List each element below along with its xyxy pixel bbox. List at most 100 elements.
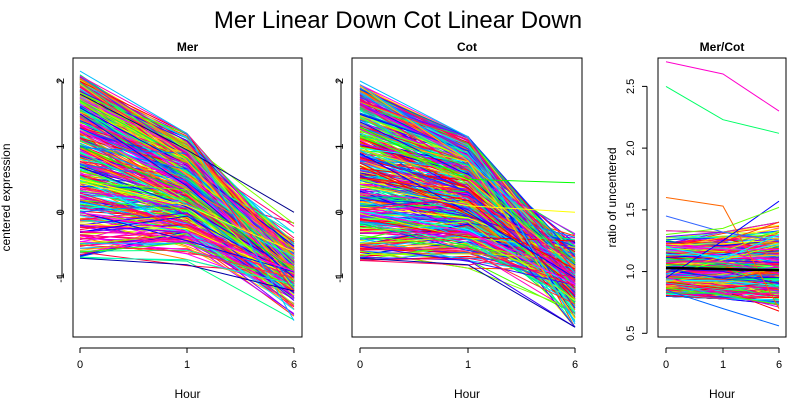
x-tick-label: 6 — [776, 359, 782, 371]
plot-frame — [657, 57, 787, 338]
series-line — [79, 100, 295, 279]
y-tick-label: 2 — [55, 78, 67, 84]
main-title: Mer Linear Down Cot Linear Down — [214, 7, 582, 34]
series-line — [359, 127, 576, 247]
x-axis-label: Hour — [709, 387, 735, 400]
x-tick-label: 0 — [357, 359, 363, 371]
series-line — [359, 247, 576, 286]
series-line — [79, 211, 295, 273]
series-line — [665, 61, 780, 112]
series-line — [665, 197, 780, 309]
mean-line — [665, 266, 780, 272]
series-line — [665, 85, 780, 134]
x-axis-label: Hour — [174, 387, 200, 400]
x-axis-label: Hour — [454, 387, 480, 400]
series-line — [359, 257, 576, 278]
y-tick-label: -1 — [55, 273, 67, 283]
x-tick-label: 6 — [291, 359, 297, 371]
series-line — [359, 177, 576, 289]
series-line — [79, 166, 295, 272]
series-line — [665, 269, 780, 283]
series-line — [665, 287, 780, 306]
series-line — [79, 95, 295, 262]
series-line — [79, 113, 295, 279]
series-line — [359, 195, 576, 263]
series-line — [665, 268, 780, 285]
series-line — [665, 234, 780, 260]
y-tick-label: 0.5 — [625, 326, 637, 341]
series-line — [359, 85, 576, 319]
series-line — [359, 244, 576, 305]
series-line — [665, 283, 780, 297]
series-line — [665, 272, 780, 288]
series-line — [359, 197, 576, 306]
series-line — [665, 244, 780, 269]
y-tick-label: 1 — [55, 144, 67, 150]
series-line — [359, 221, 576, 302]
series-line — [359, 143, 576, 286]
series-line — [665, 243, 780, 257]
series-line — [79, 146, 295, 272]
series-line — [359, 235, 576, 303]
series-group — [359, 80, 576, 328]
series-line — [359, 136, 576, 263]
panel-title: Mer — [177, 40, 199, 54]
y-axis-label: centered expression — [0, 143, 13, 251]
series-line — [79, 235, 295, 294]
series-line — [359, 158, 576, 283]
series-line — [359, 84, 576, 261]
x-tick-label: 1 — [465, 359, 471, 371]
series-line — [359, 152, 576, 279]
series-line — [665, 269, 780, 279]
x-tick-label: 0 — [663, 359, 669, 371]
series-line — [79, 233, 295, 299]
series-line — [79, 77, 295, 258]
series-line — [665, 206, 780, 235]
series-line — [79, 212, 295, 301]
series-line — [79, 211, 295, 272]
y-tick-label: 2.5 — [625, 79, 637, 94]
x-tick-label: 1 — [184, 359, 190, 371]
series-line — [79, 215, 295, 277]
series-line — [359, 250, 576, 311]
series-line — [665, 215, 780, 242]
series-line — [79, 76, 295, 264]
series-group — [665, 61, 780, 327]
series-line — [359, 245, 576, 286]
series-line — [665, 244, 780, 276]
series-line — [79, 257, 295, 292]
series-line — [79, 257, 295, 285]
series-line — [79, 205, 295, 305]
series-line — [79, 230, 295, 266]
series-line — [359, 222, 576, 301]
panel-3: Mer/Cot 0 1 6 Hour 0.5 1.0 1.5 2.0 2.5 ratio of un… — [605, 40, 787, 400]
y-tick-label: 1 — [334, 144, 346, 150]
series-line — [79, 92, 295, 250]
x-tick-label: 1 — [720, 359, 726, 371]
x-tick-label: 6 — [572, 359, 578, 371]
series-line — [665, 254, 780, 272]
series-line — [359, 211, 576, 285]
series-line — [79, 117, 295, 253]
series-line — [79, 108, 295, 234]
series-line — [79, 103, 295, 259]
series-line — [79, 163, 295, 264]
x-tick-label: 0 — [77, 359, 83, 371]
panel-title: Mer/Cot — [700, 40, 745, 54]
series-line — [359, 115, 576, 252]
series-line — [359, 100, 576, 272]
series-line — [359, 185, 576, 213]
plot-frame — [351, 57, 583, 338]
series-line — [665, 279, 780, 287]
series-line — [665, 249, 780, 255]
series-line — [665, 276, 780, 295]
series-line — [359, 80, 576, 325]
series-line — [359, 232, 576, 274]
series-line — [79, 93, 295, 213]
series-line — [665, 221, 780, 245]
series-line — [79, 96, 295, 270]
y-tick-label: 2.0 — [625, 140, 637, 155]
series-line — [665, 289, 780, 327]
